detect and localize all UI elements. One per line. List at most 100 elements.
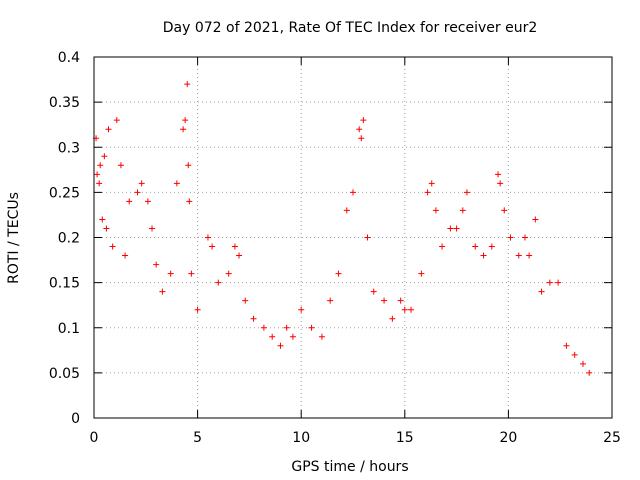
data-point: [260, 324, 267, 331]
data-point: [209, 243, 216, 250]
data-point: [546, 279, 553, 286]
data-point: [356, 126, 363, 133]
y-tick-label: 0.2: [58, 231, 80, 247]
y-tick-label: 0: [71, 411, 80, 427]
chart-title: Day 072 of 2021, Rate Of TEC Index for r…: [163, 20, 538, 36]
data-point: [401, 306, 408, 313]
data-point: [526, 252, 533, 259]
data-point: [225, 270, 232, 277]
y-tick-label: 0.05: [49, 366, 80, 382]
y-tick-label: 0.1: [58, 321, 80, 337]
data-point: [122, 252, 129, 259]
data-point: [350, 189, 356, 196]
data-point: [343, 207, 350, 214]
data-point: [138, 180, 145, 187]
data-point: [204, 234, 211, 241]
data-point: [327, 297, 334, 304]
data-point: [194, 306, 201, 313]
data-point: [389, 315, 396, 322]
data-point: [103, 225, 110, 232]
data-point: [134, 189, 141, 196]
data-point: [101, 153, 108, 160]
data-point: [397, 297, 404, 304]
data-point: [463, 189, 470, 196]
x-tick-label: 15: [396, 430, 414, 446]
data-point: [381, 297, 388, 304]
data-point: [231, 243, 238, 250]
data-point: [298, 306, 305, 313]
data-point: [424, 189, 431, 196]
data-point: [480, 252, 487, 259]
data-point: [453, 225, 460, 232]
data-point: [184, 81, 191, 88]
data-point: [497, 180, 504, 187]
x-tick-label: 5: [193, 430, 202, 446]
y-tick-label: 0.15: [49, 276, 80, 292]
data-point: [167, 270, 174, 277]
data-point: [97, 162, 104, 169]
data-point: [364, 234, 371, 241]
data-point: [159, 288, 166, 295]
data-point: [113, 117, 120, 124]
data-point: [149, 225, 156, 232]
data-point: [571, 351, 578, 358]
data-point: [563, 342, 570, 349]
data-point: [318, 333, 325, 340]
data-point: [250, 315, 257, 322]
y-tick-label: 0.25: [49, 185, 80, 201]
data-point: [501, 207, 508, 214]
y-axis-label: ROTI / TECUs: [6, 192, 22, 284]
data-point: [289, 333, 296, 340]
data-point: [153, 261, 160, 268]
data-point: [96, 180, 103, 187]
x-tick-label: 20: [499, 430, 517, 446]
data-point: [109, 243, 116, 250]
x-tick-label: 0: [90, 430, 99, 446]
data-point: [182, 117, 189, 124]
data-point: [579, 360, 586, 367]
data-point: [105, 126, 112, 133]
data-point: [370, 288, 377, 295]
data-point: [185, 162, 192, 169]
y-tick-label: 0.35: [49, 95, 80, 111]
data-point: [360, 117, 367, 124]
data-point: [447, 225, 454, 232]
data-point: [532, 216, 539, 223]
x-tick-label: 25: [603, 430, 621, 446]
data-point: [439, 243, 446, 250]
data-point: [432, 207, 439, 214]
data-point: [358, 135, 365, 142]
data-point: [521, 234, 528, 241]
data-point: [507, 234, 514, 241]
data-point: [277, 342, 284, 349]
data-point: [335, 270, 342, 277]
data-point: [269, 333, 276, 340]
data-point: [538, 288, 545, 295]
data-points: [93, 81, 593, 376]
x-axis-tick-labels: 0 5 10 15 20 25: [90, 430, 621, 446]
data-point: [586, 369, 593, 376]
data-point: [126, 198, 133, 205]
data-point: [94, 171, 101, 178]
data-point: [99, 216, 106, 223]
data-point: [308, 324, 315, 331]
y-axis-tick-labels: 0 0.05 0.1 0.15 0.2 0.25 0.3 0.35 0.4: [49, 50, 80, 427]
data-point: [242, 297, 249, 304]
data-point: [117, 162, 124, 169]
y-tick-label: 0.4: [58, 50, 80, 66]
data-point: [488, 243, 495, 250]
data-point: [188, 270, 195, 277]
data-point: [555, 279, 562, 286]
data-point: [418, 270, 425, 277]
y-tick-label: 0.3: [58, 140, 80, 156]
data-point: [236, 252, 243, 259]
data-point: [173, 180, 180, 187]
data-point: [408, 306, 415, 313]
x-tick-label: 10: [292, 430, 310, 446]
data-point: [515, 252, 522, 259]
data-point: [428, 180, 435, 187]
data-point: [283, 324, 290, 331]
data-point: [495, 171, 502, 178]
data-point: [215, 279, 222, 286]
